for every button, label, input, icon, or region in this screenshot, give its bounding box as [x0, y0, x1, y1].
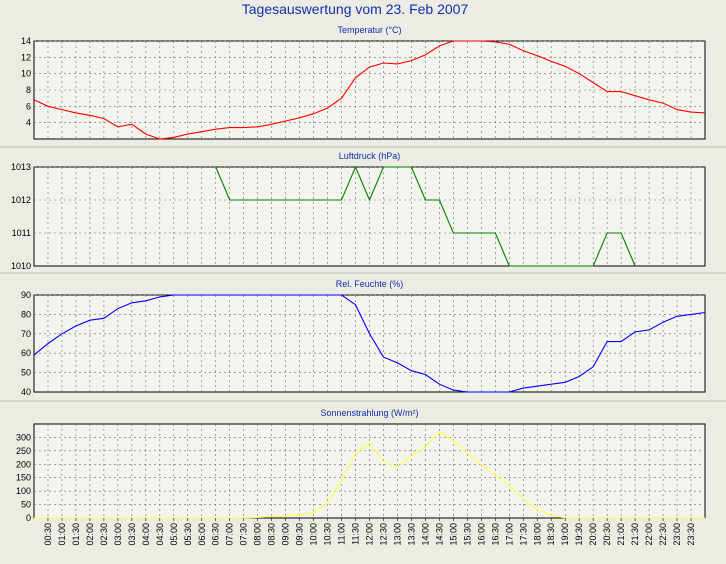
x-tick-label: 05:30	[183, 523, 193, 546]
y-tick-label: 60	[21, 348, 31, 358]
luftdruck-hpa-panel: 1010 1011 1012 1013 Luftdruck (hPa)	[11, 151, 706, 271]
x-tick-label: 20:00	[588, 523, 598, 546]
y-tick-label: 50	[21, 368, 31, 378]
y-tick-label: 40	[21, 387, 31, 397]
y-tick-label: 4	[26, 118, 31, 128]
x-tick-label: 01:30	[71, 523, 81, 546]
y-tick-label: 1013	[11, 162, 31, 172]
x-tick-label: 15:30	[462, 523, 472, 546]
y-tick-label: 12	[21, 52, 31, 62]
x-tick-label: 01:00	[57, 523, 67, 546]
luftdruck-hpa-series-line	[215, 165, 636, 267]
y-tick-label: 100	[16, 486, 31, 496]
x-tick-label: 00:30	[43, 523, 53, 546]
rel-feuchte-plot-area	[33, 294, 706, 393]
x-tick-label: 17:30	[518, 523, 528, 546]
x-tick-label: 19:30	[574, 523, 584, 546]
x-tick-label: 11:00	[337, 523, 347, 545]
x-tick-label: 22:30	[658, 523, 668, 546]
x-tick-label: 18:30	[546, 523, 556, 546]
x-tick-label: 09:30	[295, 523, 305, 546]
y-tick-label: 8	[26, 85, 31, 95]
rel-feuchte-panel: 40 50 60 70 80 90 Rel. Feuchte (%)	[21, 279, 706, 397]
x-tick-label: 23:30	[686, 523, 696, 546]
y-tick-label: 1010	[11, 261, 31, 271]
x-tick-label: 05:00	[169, 523, 179, 546]
x-tick-label: 12:00	[365, 523, 375, 546]
x-tick-label: 03:00	[113, 523, 123, 546]
time-axis: 00:30 01:00 01:30 02:00 02:30 03:00 03:30 04:00…	[43, 518, 696, 546]
x-tick-label: 02:00	[85, 523, 95, 546]
y-tick-label: 6	[26, 101, 31, 111]
x-tick-label: 08:30	[267, 523, 277, 546]
x-tick-label: 13:00	[392, 523, 402, 546]
x-tick-label: 06:00	[197, 523, 207, 546]
temperatur-c-title: Temperatur (°C)	[337, 25, 401, 35]
x-tick-label: 13:30	[406, 523, 416, 546]
x-tick-label: 02:30	[99, 523, 109, 546]
y-tick-label: 90	[21, 290, 31, 300]
y-tick-label: 1011	[12, 228, 31, 238]
sonnenstrahlung-w-m-panel: 0 50 100 150 200 250 300 Sonnenstrahlung (W/m²)	[16, 408, 706, 523]
y-tick-label: 0	[26, 513, 31, 523]
x-tick-label: 20:30	[602, 523, 612, 546]
y-tick-label: 50	[21, 500, 31, 510]
x-tick-label: 21:30	[630, 523, 640, 546]
x-tick-label: 22:00	[644, 523, 654, 546]
x-tick-label: 07:30	[239, 523, 249, 546]
x-tick-label: 21:00	[616, 523, 626, 546]
x-tick-label: 23:00	[672, 523, 682, 546]
luftdruck-hpa-title: Luftdruck (hPa)	[339, 151, 401, 161]
x-tick-label: 03:30	[127, 523, 137, 546]
x-tick-label: 10:30	[323, 523, 333, 546]
x-tick-label: 18:00	[532, 523, 542, 546]
y-tick-label: 200	[16, 459, 31, 469]
x-tick-label: 16:00	[476, 523, 486, 546]
y-tick-label: 80	[21, 309, 31, 319]
x-tick-label: 19:00	[560, 523, 570, 546]
x-tick-label: 08:00	[253, 523, 263, 546]
x-tick-label: 10:00	[309, 523, 319, 546]
x-tick-label: 04:30	[155, 523, 165, 546]
x-tick-label: 07:00	[225, 523, 235, 546]
temperatur-c-series-line	[33, 40, 706, 140]
x-tick-label: 17:00	[504, 523, 514, 546]
y-tick-label: 300	[16, 432, 31, 442]
temperatur-c-panel: 4 6 8 10 12 14 Temperatur (°C)	[21, 25, 706, 140]
y-tick-label: 1012	[11, 195, 31, 205]
rel-feuchte-title: Rel. Feuchte (%)	[336, 279, 404, 289]
sonnenstrahlung-w-m-series-line	[34, 431, 705, 519]
luftdruck-hpa-plot-area	[33, 166, 706, 267]
x-tick-label: 09:00	[281, 523, 291, 546]
rel-feuchte-series-line	[33, 294, 706, 393]
sonnenstrahlung-w-m-title: Sonnenstrahlung (W/m²)	[320, 408, 418, 418]
x-tick-label: 14:00	[420, 523, 430, 546]
x-tick-label: 11:30	[351, 523, 361, 545]
y-tick-label: 250	[16, 446, 31, 456]
x-tick-label: 15:00	[448, 523, 458, 546]
y-tick-label: 14	[21, 36, 31, 46]
x-tick-label: 12:30	[378, 523, 388, 546]
y-tick-label: 10	[21, 69, 31, 79]
report-title: Tagesauswertung vom 23. Feb 2007	[242, 1, 469, 17]
x-tick-label: 16:30	[490, 523, 500, 546]
x-tick-label: 04:00	[141, 523, 151, 546]
y-tick-label: 70	[21, 329, 31, 339]
x-tick-label: 14:30	[434, 523, 444, 546]
x-tick-label: 06:30	[211, 523, 221, 546]
y-tick-label: 150	[16, 473, 31, 483]
